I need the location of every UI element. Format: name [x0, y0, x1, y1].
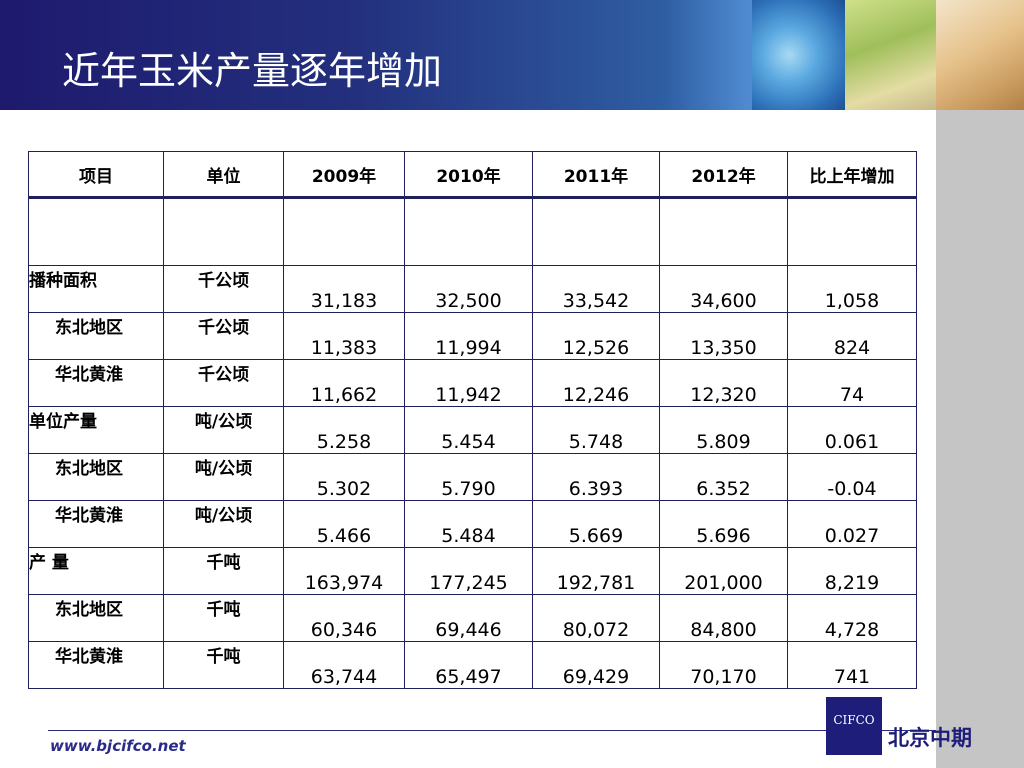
- value-cell: 32,500: [405, 266, 533, 313]
- increase-cell: 824: [788, 313, 917, 360]
- table-row: 播种面积 千公顷 31,183 32,500 33,542 34,600 1,0…: [29, 266, 917, 313]
- item-label: 产 量: [29, 548, 164, 595]
- value-cell: 5.809: [660, 407, 788, 454]
- value-cell: 84,800: [660, 595, 788, 642]
- item-label: 播种面积: [29, 266, 164, 313]
- value-cell: 11,994: [405, 313, 533, 360]
- increase-cell: 0.061: [788, 407, 917, 454]
- value-cell: 5.466: [284, 501, 405, 548]
- value-cell: 33,542: [533, 266, 660, 313]
- blank-cell: [660, 198, 788, 266]
- header-cell: 2010年: [405, 152, 533, 198]
- value-cell: 60,346: [284, 595, 405, 642]
- right-sidebar-panel: [936, 110, 1024, 768]
- blank-cell: [788, 198, 917, 266]
- table-row: 华北黄淮 吨/公顷 5.466 5.484 5.669 5.696 0.027: [29, 501, 917, 548]
- increase-cell: 74: [788, 360, 917, 407]
- item-label: 东北地区: [29, 595, 164, 642]
- blank-cell: [533, 198, 660, 266]
- unit-cell: 千吨: [164, 548, 284, 595]
- value-cell: 6.393: [533, 454, 660, 501]
- header-cell: 单位: [164, 152, 284, 198]
- unit-cell: 千吨: [164, 642, 284, 689]
- header-cell: 2009年: [284, 152, 405, 198]
- increase-cell: 8,219: [788, 548, 917, 595]
- value-cell: 34,600: [660, 266, 788, 313]
- header-cell: 2012年: [660, 152, 788, 198]
- blank-cell: [164, 198, 284, 266]
- value-cell: 5.696: [660, 501, 788, 548]
- unit-cell: 千吨: [164, 595, 284, 642]
- unit-cell: 吨/公顷: [164, 501, 284, 548]
- increase-cell: 741: [788, 642, 917, 689]
- footer-divider: [48, 730, 936, 731]
- corn-data-table: 项目 单位 2009年 2010年 2011年 2012年 比上年增加 播种面积…: [28, 151, 917, 689]
- blank-cell: [405, 198, 533, 266]
- value-cell: 69,429: [533, 642, 660, 689]
- item-label: 华北黄淮: [29, 360, 164, 407]
- brand-name: 北京中期: [888, 722, 972, 752]
- cifco-logo: CIFCO: [826, 697, 882, 755]
- value-cell: 11,942: [405, 360, 533, 407]
- item-label: 东北地区: [29, 454, 164, 501]
- value-cell: 12,320: [660, 360, 788, 407]
- table-row: 东北地区 千公顷 11,383 11,994 12,526 13,350 824: [29, 313, 917, 360]
- increase-cell: -0.04: [788, 454, 917, 501]
- value-cell: 31,183: [284, 266, 405, 313]
- header-photo-clock: [752, 0, 845, 110]
- value-cell: 70,170: [660, 642, 788, 689]
- table-row: 华北黄淮 千吨 63,744 65,497 69,429 70,170 741: [29, 642, 917, 689]
- value-cell: 65,497: [405, 642, 533, 689]
- item-label: 华北黄淮: [29, 642, 164, 689]
- value-cell: 69,446: [405, 595, 533, 642]
- table-blank-row: [29, 198, 917, 266]
- table-row: 东北地区 千吨 60,346 69,446 80,072 84,800 4,72…: [29, 595, 917, 642]
- value-cell: 5.258: [284, 407, 405, 454]
- table-row: 东北地区 吨/公顷 5.302 5.790 6.393 6.352 -0.04: [29, 454, 917, 501]
- value-cell: 11,383: [284, 313, 405, 360]
- value-cell: 5.302: [284, 454, 405, 501]
- increase-cell: 1,058: [788, 266, 917, 313]
- value-cell: 5.484: [405, 501, 533, 548]
- value-cell: 201,000: [660, 548, 788, 595]
- table-row: 单位产量 吨/公顷 5.258 5.454 5.748 5.809 0.061: [29, 407, 917, 454]
- value-cell: 80,072: [533, 595, 660, 642]
- value-cell: 11,662: [284, 360, 405, 407]
- slide-title: 近年玉米产量逐年增加: [62, 40, 442, 95]
- header-photo-calculator: [845, 0, 936, 110]
- item-label: 单位产量: [29, 407, 164, 454]
- unit-cell: 吨/公顷: [164, 454, 284, 501]
- value-cell: 163,974: [284, 548, 405, 595]
- unit-cell: 千公顷: [164, 313, 284, 360]
- item-label: 东北地区: [29, 313, 164, 360]
- blank-cell: [29, 198, 164, 266]
- value-cell: 12,246: [533, 360, 660, 407]
- value-cell: 5.454: [405, 407, 533, 454]
- value-cell: 192,781: [533, 548, 660, 595]
- value-cell: 6.352: [660, 454, 788, 501]
- header-cell: 项目: [29, 152, 164, 198]
- increase-cell: 0.027: [788, 501, 917, 548]
- table-row: 产 量 千吨 163,974 177,245 192,781 201,000 8…: [29, 548, 917, 595]
- header-photo-pen: [936, 0, 1024, 110]
- header-cell: 2011年: [533, 152, 660, 198]
- table-row: 华北黄淮 千公顷 11,662 11,942 12,246 12,320 74: [29, 360, 917, 407]
- value-cell: 63,744: [284, 642, 405, 689]
- value-cell: 5.790: [405, 454, 533, 501]
- website-link[interactable]: www.bjcifco.net: [50, 737, 186, 755]
- unit-cell: 千公顷: [164, 266, 284, 313]
- unit-cell: 千公顷: [164, 360, 284, 407]
- unit-cell: 吨/公顷: [164, 407, 284, 454]
- blank-cell: [284, 198, 405, 266]
- header-cell: 比上年增加: [788, 152, 917, 198]
- increase-cell: 4,728: [788, 595, 917, 642]
- value-cell: 12,526: [533, 313, 660, 360]
- table-header-row: 项目 单位 2009年 2010年 2011年 2012年 比上年增加: [29, 152, 917, 198]
- item-label: 华北黄淮: [29, 501, 164, 548]
- value-cell: 13,350: [660, 313, 788, 360]
- value-cell: 5.748: [533, 407, 660, 454]
- logo-text: CIFCO: [826, 713, 882, 727]
- value-cell: 5.669: [533, 501, 660, 548]
- value-cell: 177,245: [405, 548, 533, 595]
